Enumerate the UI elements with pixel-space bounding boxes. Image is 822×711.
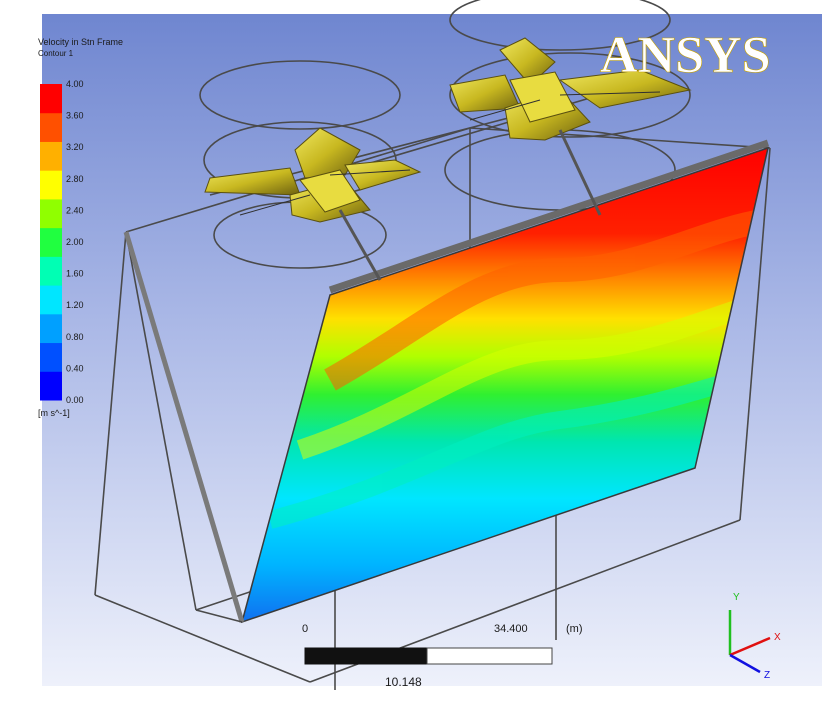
axis-triad[interactable]: Y X Z xyxy=(728,592,781,681)
fan-rotor-left[interactable] xyxy=(204,127,422,223)
legend-tick-label: 0.40 xyxy=(66,363,84,373)
legend-tick-label: 1.60 xyxy=(66,269,84,279)
legend-band xyxy=(40,84,62,114)
legend-band xyxy=(40,342,62,372)
legend-tick-label: 2.80 xyxy=(66,174,84,184)
legend-band xyxy=(40,198,62,229)
legend-subtitle: Contour 1 xyxy=(38,49,74,58)
scale-mid-label: 10.148 xyxy=(385,675,422,689)
legend-band xyxy=(40,285,62,315)
scale-unit-label: (m) xyxy=(566,623,583,635)
legend-band xyxy=(40,112,62,142)
legend-tick-label: 1.20 xyxy=(66,300,84,310)
fan-shafts xyxy=(338,129,602,281)
legend-band xyxy=(40,371,62,401)
legend-tick-label: 3.60 xyxy=(66,111,84,121)
legend-band xyxy=(40,170,62,200)
legend-tick-label: 2.40 xyxy=(66,205,84,215)
triad-y-label: Y xyxy=(733,592,740,603)
legend-band xyxy=(40,256,62,286)
legend-unit: [m s^-1] xyxy=(38,408,70,418)
legend-band xyxy=(40,141,62,171)
triad-x-label: X xyxy=(774,632,781,643)
legend-color-bar xyxy=(40,84,62,401)
color-legend[interactable]: Velocity in Stn Frame Contour 1 4.00 3.60… xyxy=(38,37,123,418)
legend-band xyxy=(40,227,62,257)
fan-rotor-right[interactable] xyxy=(449,37,692,141)
legend-title: Velocity in Stn Frame xyxy=(38,37,123,47)
legend-tick-label: 0.80 xyxy=(66,332,84,342)
triad-z-label: Z xyxy=(764,670,770,681)
scale-bar-white xyxy=(426,647,553,665)
legend-ticks: 4.00 3.60 3.20 2.80 2.40 2.00 1.60 1.20 0.80 0.40… xyxy=(66,79,84,405)
scale-bar: 0 34.400 (m) 10.148 xyxy=(302,623,583,689)
ansys-logo: ANSYS xyxy=(600,27,771,85)
domain-wireframe-front xyxy=(123,231,245,623)
legend-tick-label: 0.00 xyxy=(66,395,84,405)
legend-tick-label: 3.20 xyxy=(66,142,84,152)
scale-bar-black xyxy=(304,647,428,665)
ansys-logo-text: ANSYS xyxy=(600,27,771,84)
legend-tick-label: 4.00 xyxy=(66,79,84,89)
legend-tick-label: 2.00 xyxy=(66,237,84,247)
velocity-contour-plane[interactable] xyxy=(240,139,770,624)
scale-left-label: 0 xyxy=(302,623,308,635)
scale-right-label: 34.400 xyxy=(494,623,528,635)
legend-band xyxy=(40,313,62,344)
